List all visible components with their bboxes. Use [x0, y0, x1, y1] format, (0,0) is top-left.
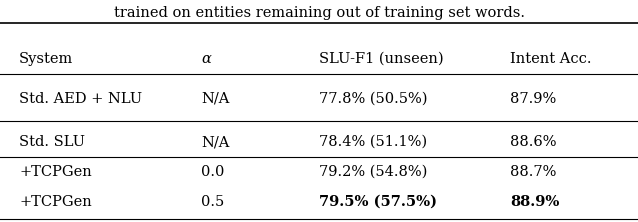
Text: 0.5: 0.5: [201, 195, 224, 209]
Text: 78.4% (51.1%): 78.4% (51.1%): [319, 135, 427, 149]
Text: 88.9%: 88.9%: [510, 195, 560, 209]
Text: SLU-F1 (unseen): SLU-F1 (unseen): [319, 52, 443, 66]
Text: Intent Acc.: Intent Acc.: [510, 52, 592, 66]
Text: +TCPGen: +TCPGen: [19, 165, 92, 179]
Text: N/A: N/A: [201, 135, 229, 149]
Text: Std. AED + NLU: Std. AED + NLU: [19, 92, 142, 106]
Text: 87.9%: 87.9%: [510, 92, 556, 106]
Text: N/A: N/A: [201, 92, 229, 106]
Text: trained on entities remaining out of training set words.: trained on entities remaining out of tra…: [114, 6, 524, 20]
Text: 88.7%: 88.7%: [510, 165, 557, 179]
Text: 79.5% (57.5%): 79.5% (57.5%): [319, 195, 437, 209]
Text: α: α: [201, 52, 211, 66]
Text: 0.0: 0.0: [201, 165, 225, 179]
Text: 88.6%: 88.6%: [510, 135, 557, 149]
Text: 79.2% (54.8%): 79.2% (54.8%): [319, 165, 427, 179]
Text: System: System: [19, 52, 73, 66]
Text: Std. SLU: Std. SLU: [19, 135, 85, 149]
Text: +TCPGen: +TCPGen: [19, 195, 92, 209]
Text: 77.8% (50.5%): 77.8% (50.5%): [319, 92, 427, 106]
